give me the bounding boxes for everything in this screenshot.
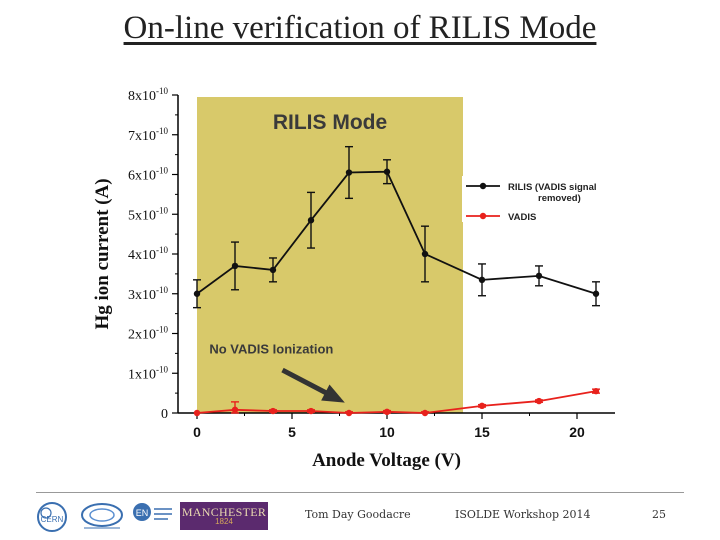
- y-tick-label: 2x10-10: [128, 325, 168, 343]
- manchester-logo-year: 1824: [215, 517, 233, 526]
- data-point: [478, 276, 486, 284]
- no-vadis-ionization-label: No VADIS Ionization: [209, 341, 333, 356]
- en-department-logo: EN: [133, 503, 172, 521]
- rilis-mode-region: [197, 97, 463, 413]
- legend-label-line2: removed): [538, 193, 581, 204]
- y-tick-label: 8x10-10: [128, 86, 168, 104]
- manchester-logo-text: MANCHESTER: [181, 505, 267, 519]
- chart: RILIS Mode No VADIS Ionization 0 1x10-10 2x1…: [92, 86, 618, 471]
- legend-box: [462, 176, 618, 222]
- cern-logo-text: CERN: [41, 515, 64, 524]
- series-line-0: [196, 170, 597, 295]
- data-point: [231, 406, 239, 414]
- data-point: [592, 387, 600, 395]
- data-point: [307, 407, 315, 415]
- slide-title: On-line verification of RILIS Mode: [123, 10, 597, 46]
- data-point: [307, 217, 315, 224]
- legend-swatch-point: [479, 182, 487, 190]
- cern-logo: CERN: [37, 502, 67, 532]
- y-tick-label: 6x10-10: [128, 166, 168, 184]
- y-tick-label: 3x10-10: [128, 285, 168, 303]
- data-point: [193, 409, 201, 417]
- y-tick-label: 1x10-10: [128, 364, 168, 382]
- data-point: [421, 250, 429, 258]
- x-tick-label: 0: [193, 424, 201, 440]
- anniversary-logo: [81, 503, 123, 529]
- data-point: [345, 409, 353, 417]
- series-line-1: [196, 390, 597, 414]
- data-point: [269, 266, 277, 274]
- x-tick-label: 5: [288, 424, 296, 440]
- data-point: [421, 409, 429, 417]
- data-point: [345, 169, 353, 176]
- y-tick-label: 5x10-10: [128, 205, 168, 223]
- data-point: [231, 262, 239, 270]
- manchester-logo: MANCHESTER 1824: [180, 502, 268, 530]
- footer-divider: [36, 492, 684, 493]
- data-point: [535, 272, 543, 280]
- x-tick-label: 15: [474, 424, 490, 440]
- legend-swatch-point: [479, 212, 487, 220]
- y-axis-label: Hg ion current (A): [92, 178, 113, 329]
- rilis-mode-label: RILIS Mode: [273, 111, 387, 134]
- data-point: [383, 168, 391, 175]
- annotation-arrow-head: [321, 384, 345, 403]
- data-point: [535, 397, 543, 405]
- en-logo-text: EN: [136, 508, 149, 518]
- y-tick-label: 7x10-10: [128, 126, 168, 144]
- y-tick-label: 0: [161, 407, 168, 422]
- legend-label: VADIS: [508, 212, 536, 223]
- data-point: [592, 290, 600, 297]
- page-number: 25: [652, 508, 666, 521]
- footer-event: ISOLDE Workshop 2014: [455, 508, 591, 521]
- footer-author: Tom Day Goodacre: [305, 508, 411, 521]
- data-point: [383, 408, 391, 416]
- x-axis-label: Anode Voltage (V): [312, 450, 461, 471]
- data-point: [478, 402, 486, 410]
- data-point: [269, 407, 277, 415]
- legend-label: RILIS (VADIS signal: [508, 182, 597, 193]
- x-tick-label: 20: [569, 424, 585, 440]
- y-tick-label: 4x10-10: [128, 245, 168, 263]
- data-point: [193, 290, 201, 297]
- x-tick-label: 10: [379, 424, 395, 440]
